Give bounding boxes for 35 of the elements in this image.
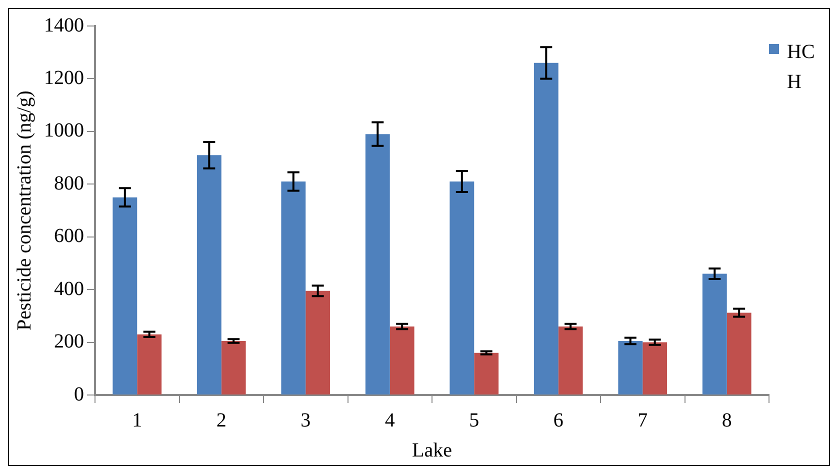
bar — [306, 290, 330, 394]
y-tick-label: 1000 — [44, 120, 84, 142]
bar — [642, 342, 668, 394]
bar — [534, 62, 558, 394]
bar — [112, 197, 138, 394]
y-tick-label: 1400 — [44, 14, 84, 36]
x-axis-title: Lake — [412, 439, 452, 462]
bar — [474, 352, 499, 394]
bar — [558, 326, 583, 394]
bar — [137, 334, 162, 394]
x-tick-label: 4 — [384, 409, 395, 432]
y-axis-title: Pesticide concentration (ng/g) — [13, 90, 36, 330]
legend-label: HCH — [787, 40, 816, 95]
bar — [365, 134, 390, 394]
x-tick-label: 3 — [300, 409, 311, 432]
bar — [702, 274, 727, 394]
y-tick-label: 600 — [54, 225, 84, 248]
x-tick-label: 5 — [469, 409, 480, 432]
y-tick-label: 1200 — [44, 66, 84, 89]
x-tick-label: 6 — [553, 409, 564, 432]
y-tick-label: 400 — [54, 278, 84, 300]
bar — [450, 182, 474, 394]
y-tick-label: 800 — [54, 172, 84, 194]
bar — [726, 312, 752, 394]
y-tick-label: 0 — [74, 383, 84, 406]
x-tick-label: 7 — [638, 409, 648, 432]
bar — [196, 155, 222, 394]
bar — [221, 340, 246, 394]
bar — [618, 340, 643, 394]
bar — [281, 182, 306, 394]
x-tick-label: 8 — [722, 409, 732, 432]
x-tick-label: 2 — [216, 409, 226, 432]
x-tick-label: 1 — [132, 409, 142, 432]
bar — [390, 326, 414, 394]
y-tick-label: 200 — [54, 330, 84, 353]
